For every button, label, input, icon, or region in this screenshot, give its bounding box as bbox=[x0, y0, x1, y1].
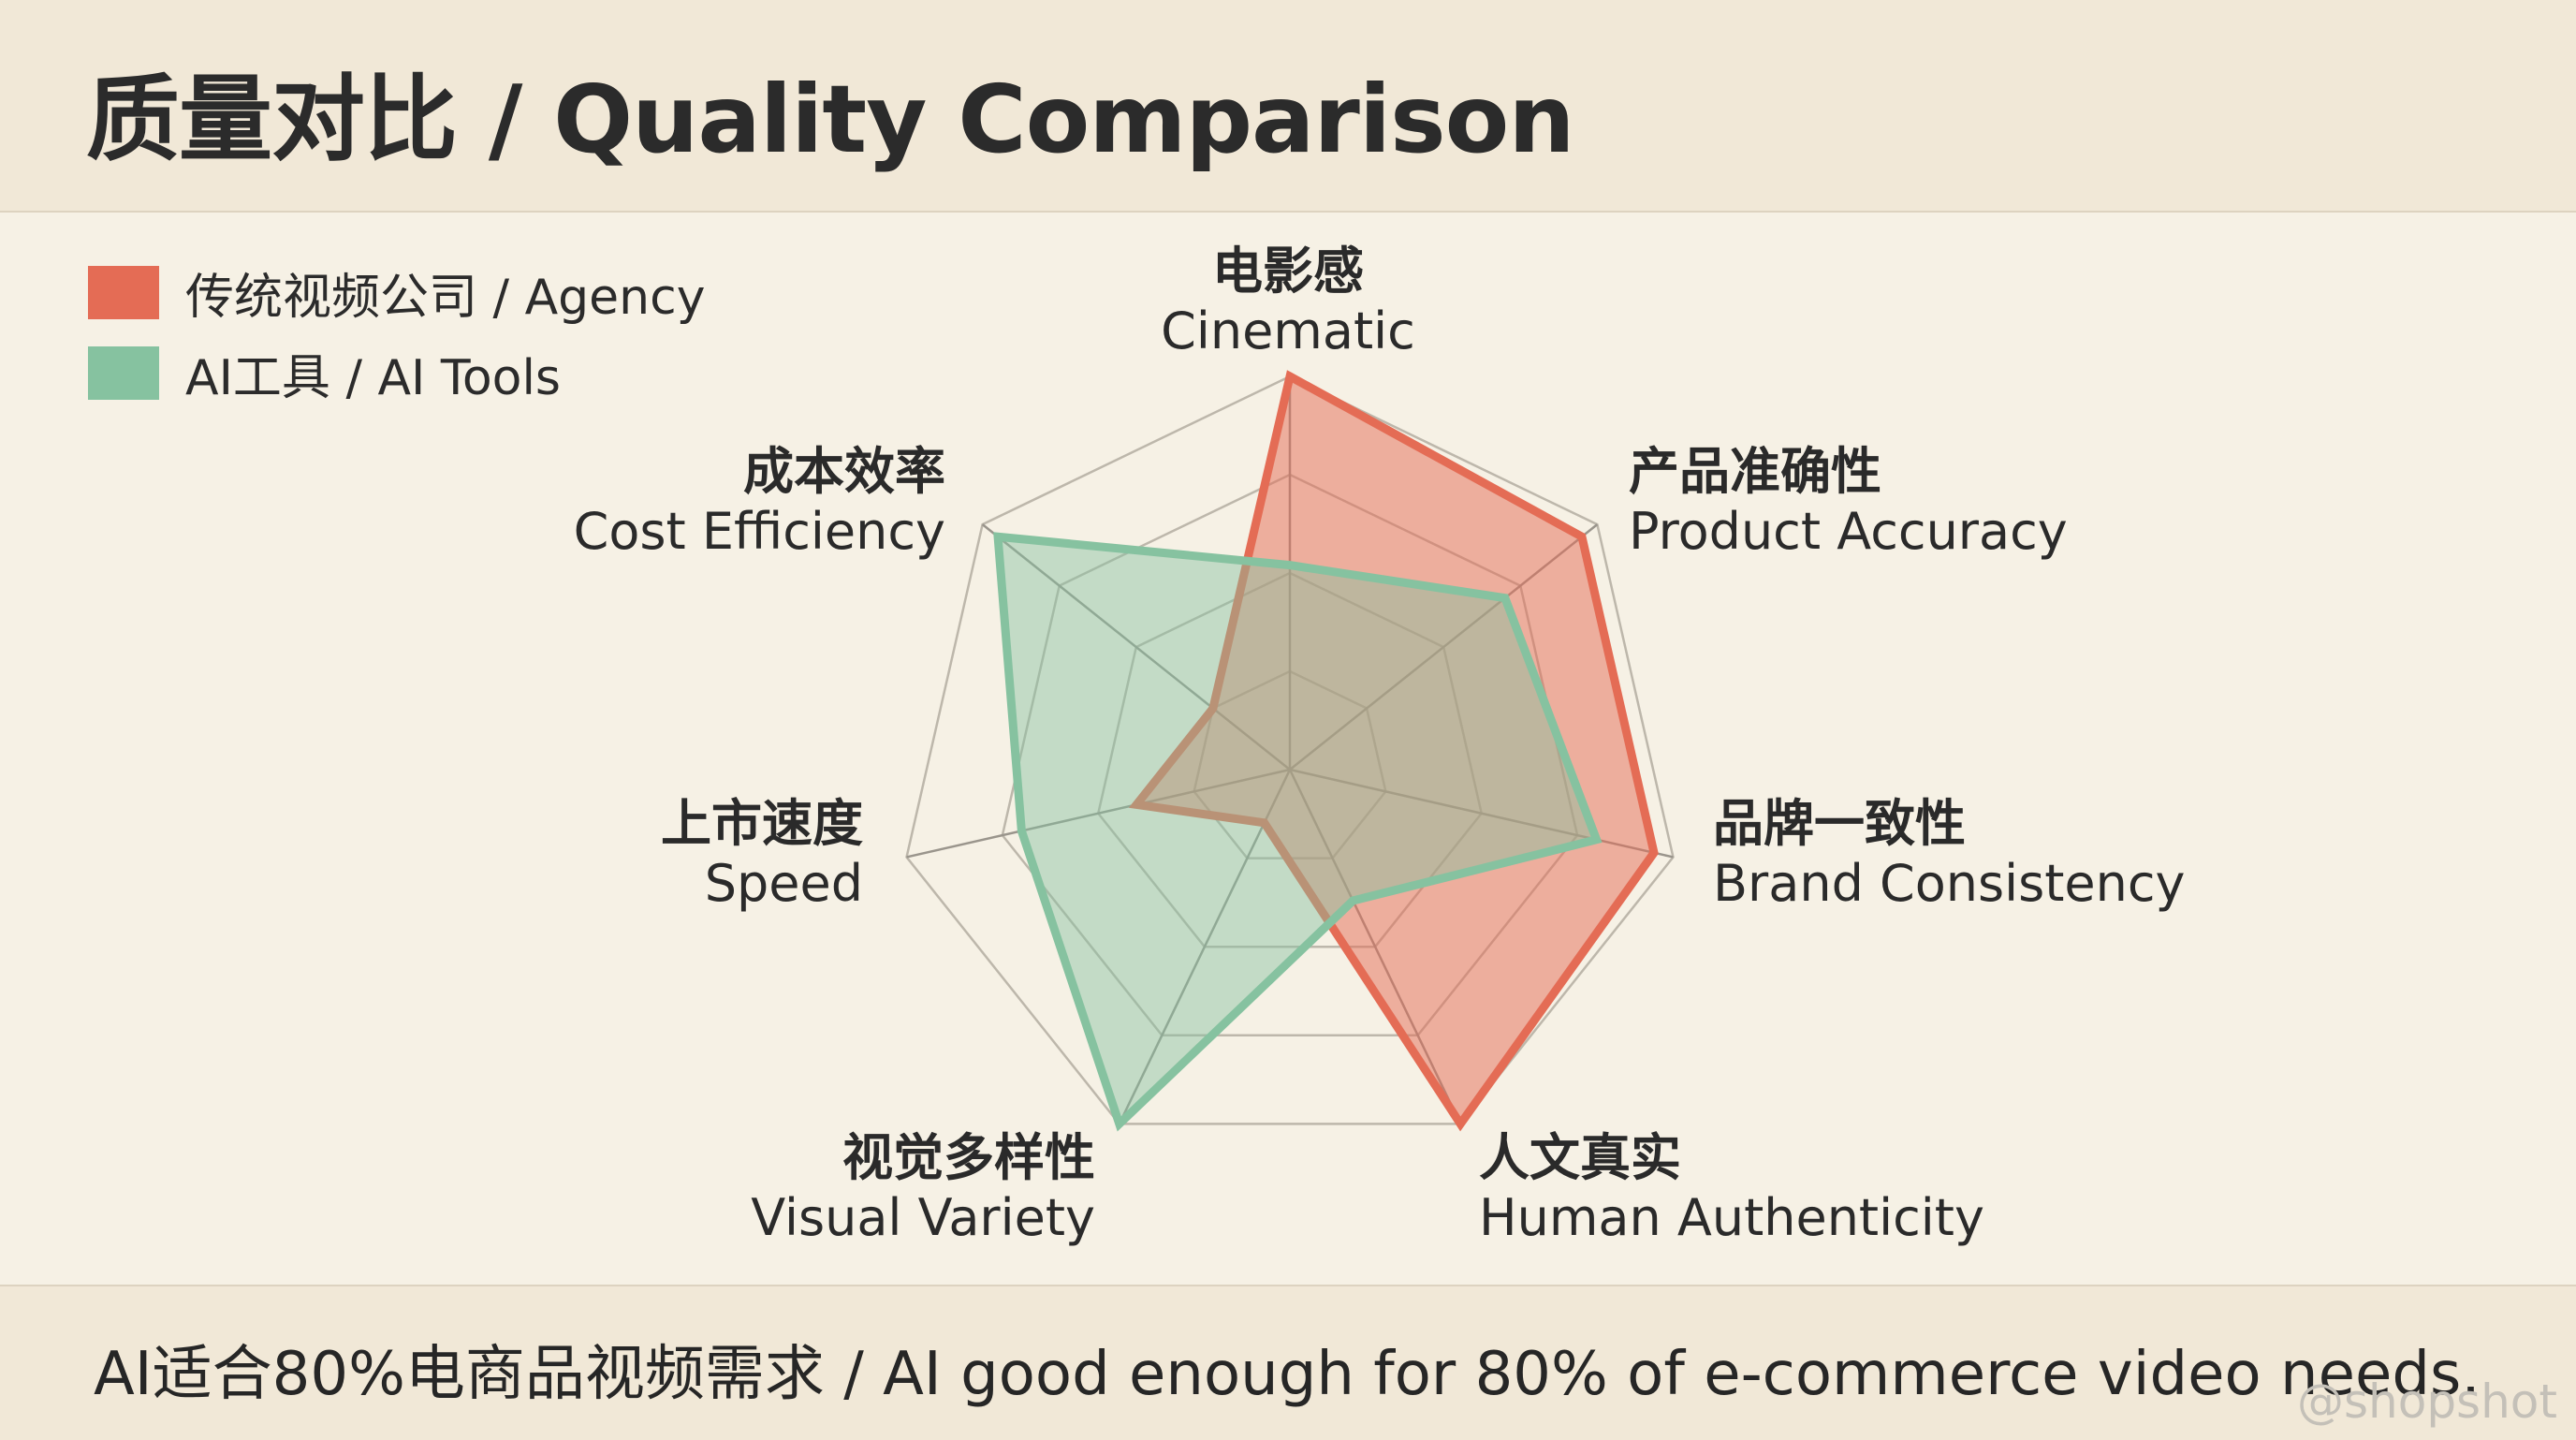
axis-label-zh-speed: 上市速度 bbox=[661, 794, 863, 853]
header-bar: 质量对比 / Quality Comparison bbox=[0, 0, 2576, 213]
axis-label-en-cinematic: Cinematic bbox=[1161, 301, 1415, 360]
footer-caption: AI适合80%电商品视频需求 / AI good enough for 80% … bbox=[94, 1340, 2481, 1409]
legend-item-agency: 传统视频公司 / Agency bbox=[88, 264, 705, 326]
axis-label-zh-cost-efficiency: 成本效率 bbox=[743, 442, 945, 501]
watermark: @shopshot bbox=[2296, 1374, 2557, 1429]
axis-label-zh-product-accuracy: 产品准确性 bbox=[1629, 442, 1881, 501]
axis-label-zh-human-authenticity: 人文真实 bbox=[1479, 1128, 1681, 1187]
legend-label-agency: 传统视频公司 / Agency bbox=[185, 269, 706, 326]
axis-label-zh-cinematic: 电影感 bbox=[1212, 242, 1364, 301]
axis-label-en-visual-variety: Visual Variety bbox=[751, 1188, 1095, 1247]
axis-spoke-5 bbox=[1118, 769, 1292, 1124]
footer-bar: AI适合80%电商品视频需求 / AI good enough for 80% … bbox=[0, 1285, 2576, 1440]
series-area-ai-tools bbox=[993, 532, 1603, 1132]
axis-label-en-brand-consistency: Brand Consistency bbox=[1713, 854, 2186, 913]
radar-series bbox=[993, 370, 1659, 1132]
legend: 传统视频公司 / Agency AI工具 / AI Tools bbox=[88, 264, 705, 425]
axis-label-zh-visual-variety: 视觉多样性 bbox=[842, 1128, 1095, 1187]
legend-swatch-ai-tools bbox=[88, 345, 159, 400]
axis-label-zh-brand-consistency: 品牌一致性 bbox=[1713, 794, 1966, 853]
axis-label-en-cost-efficiency: Cost Efficiency bbox=[574, 502, 945, 561]
legend-swatch-agency bbox=[88, 265, 159, 319]
axis-label-en-speed: Speed bbox=[705, 854, 863, 913]
grid-ring-4 bbox=[905, 375, 1675, 1125]
axis-label-en-human-authenticity: Human Authenticity bbox=[1479, 1188, 1984, 1247]
axis-label-en-product-accuracy: Product Accuracy bbox=[1629, 502, 2068, 561]
page-title: 质量对比 / Quality Comparison bbox=[86, 65, 1575, 174]
legend-label-ai-tools: AI工具 / AI Tools bbox=[185, 349, 562, 406]
legend-item-ai-tools: AI工具 / AI Tools bbox=[88, 345, 705, 406]
